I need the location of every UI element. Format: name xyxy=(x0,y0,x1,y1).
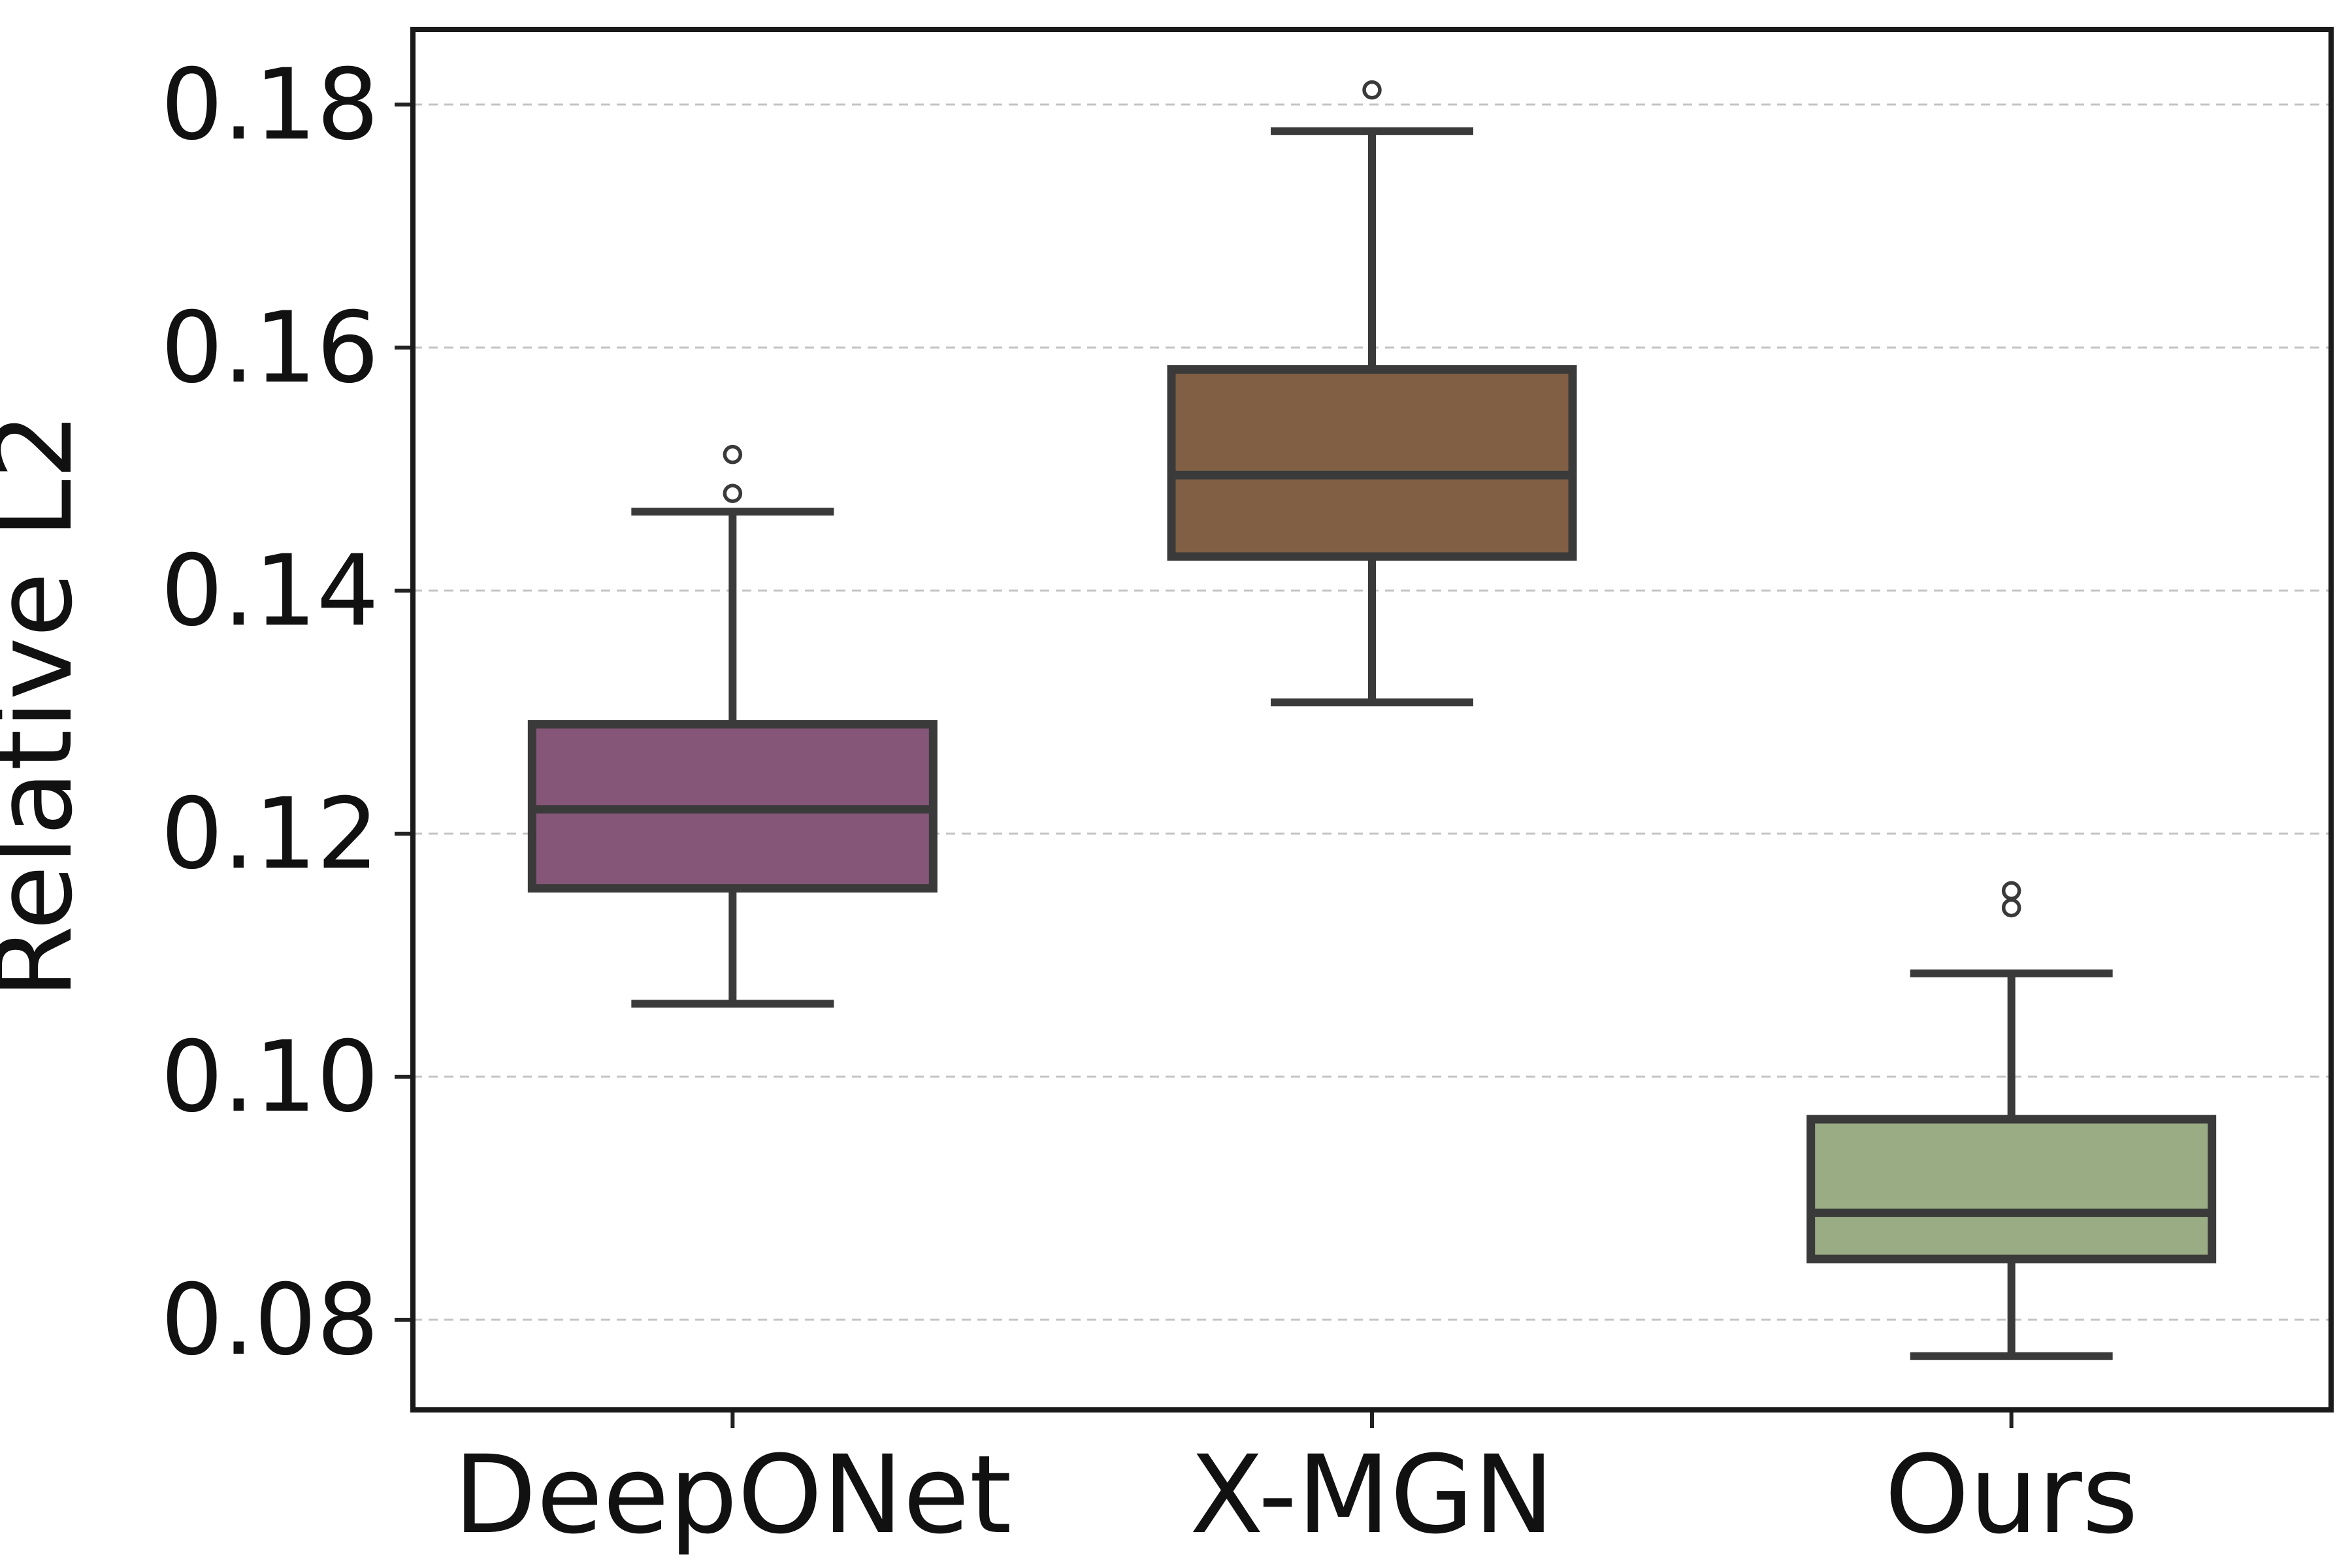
y-tick-label-0.14: 0.14 xyxy=(161,534,379,648)
box-layer xyxy=(527,80,2217,1360)
x-tick-label-x-mgn: X-MGN xyxy=(1190,1432,1554,1558)
x-tick-label-deeponet: DeepONet xyxy=(453,1432,1011,1558)
y-tick-label-0.10: 0.10 xyxy=(161,1021,379,1134)
box-x-mgn xyxy=(1167,365,1577,561)
plot-frame xyxy=(410,27,2334,1413)
axis-layer: 0.08 0.10 0.12 0.14 0.16 0.18 DeepONet X-MGN Our… xyxy=(161,27,2334,1558)
outlier-x-mgn-0 xyxy=(1362,80,1382,100)
outlier-deeponet-0 xyxy=(723,483,743,503)
y-tick-label-0.18: 0.18 xyxy=(161,48,379,162)
y-axis-label: Relative L2 xyxy=(0,412,96,999)
x-tick-label-ours: Ours xyxy=(1885,1432,2138,1558)
outlier-deeponet-1 xyxy=(723,444,743,465)
outlier-ours-1 xyxy=(2001,881,2021,901)
y-tick-label-0.12: 0.12 xyxy=(161,777,379,891)
y-tick-label-0.16: 0.16 xyxy=(161,291,379,405)
outlier-ours-0 xyxy=(2001,898,2021,918)
y-tick-label-0.08: 0.08 xyxy=(161,1264,379,1377)
box-ours xyxy=(1806,1115,2217,1264)
